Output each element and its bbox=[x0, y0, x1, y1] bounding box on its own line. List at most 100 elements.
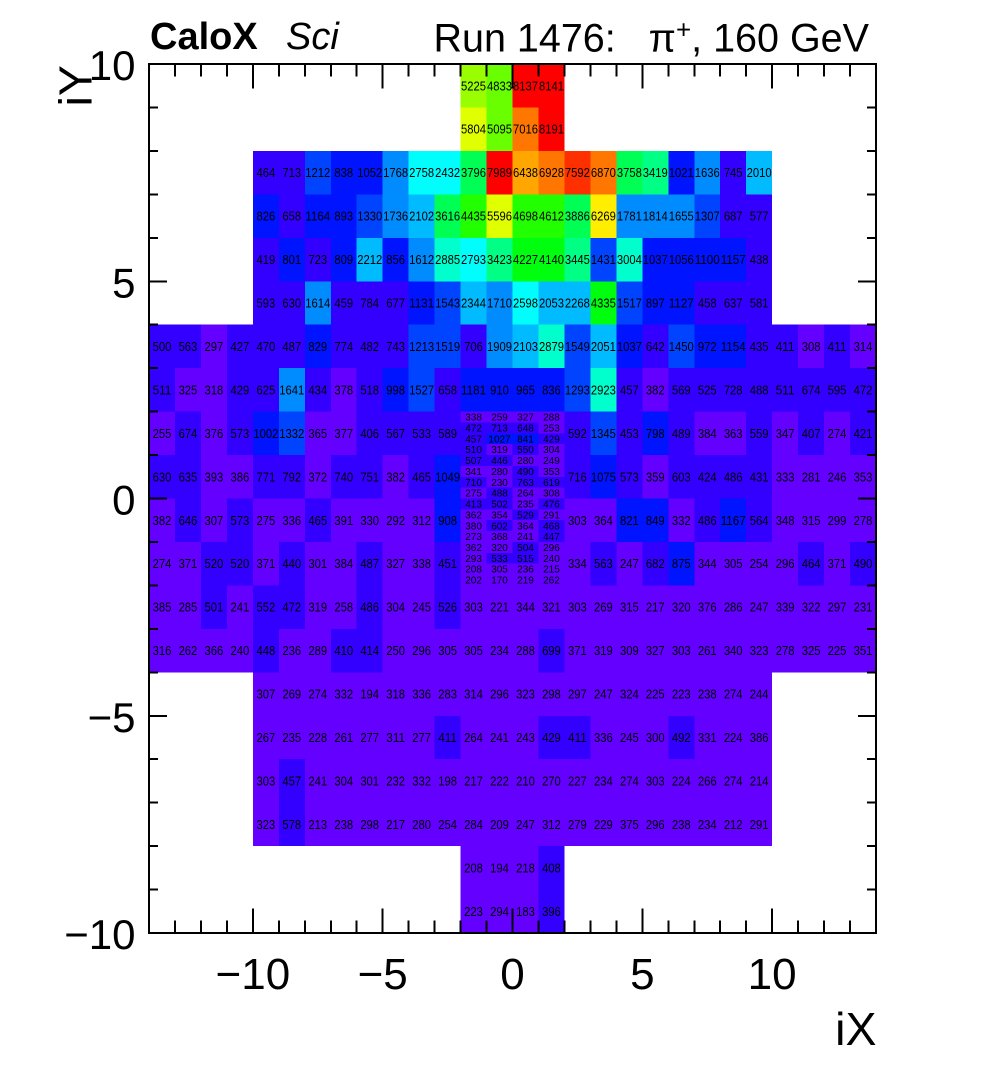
svg-text:6928: 6928 bbox=[539, 165, 564, 180]
svg-text:567: 567 bbox=[386, 426, 405, 441]
svg-text:327: 327 bbox=[646, 643, 665, 658]
svg-text:−10: −10 bbox=[64, 911, 135, 958]
svg-text:410: 410 bbox=[334, 643, 353, 658]
svg-text:298: 298 bbox=[542, 687, 561, 702]
svg-text:550: 550 bbox=[517, 445, 534, 456]
svg-text:774: 774 bbox=[334, 339, 353, 354]
svg-text:274: 274 bbox=[828, 426, 847, 441]
svg-text:658: 658 bbox=[438, 382, 457, 397]
svg-text:408: 408 bbox=[542, 860, 561, 875]
svg-text:323: 323 bbox=[256, 817, 275, 832]
svg-text:4612: 4612 bbox=[539, 209, 564, 224]
svg-text:334: 334 bbox=[568, 556, 587, 571]
svg-text:307: 307 bbox=[256, 687, 275, 702]
svg-text:1131: 1131 bbox=[409, 296, 434, 311]
svg-text:274: 274 bbox=[308, 687, 327, 702]
svg-text:291: 291 bbox=[543, 510, 560, 521]
svg-text:244: 244 bbox=[750, 687, 769, 702]
svg-text:2212: 2212 bbox=[357, 252, 382, 267]
svg-text:411: 411 bbox=[568, 730, 587, 745]
svg-text:434: 434 bbox=[308, 382, 327, 397]
svg-text:458: 458 bbox=[698, 296, 717, 311]
svg-text:229: 229 bbox=[594, 817, 613, 832]
svg-text:Sci: Sci bbox=[286, 16, 340, 58]
svg-text:319: 319 bbox=[594, 643, 613, 658]
svg-text:246: 246 bbox=[828, 469, 847, 484]
svg-text:713: 713 bbox=[282, 165, 301, 180]
svg-text:563: 563 bbox=[594, 556, 613, 571]
svg-text:274: 274 bbox=[724, 773, 743, 788]
svg-text:619: 619 bbox=[543, 478, 560, 489]
svg-text:1527: 1527 bbox=[409, 382, 434, 397]
svg-text:518: 518 bbox=[360, 382, 379, 397]
svg-text:301: 301 bbox=[308, 556, 327, 571]
svg-text:−5: −5 bbox=[88, 694, 136, 741]
svg-text:218: 218 bbox=[516, 860, 535, 875]
svg-text:630: 630 bbox=[153, 469, 172, 484]
svg-text:459: 459 bbox=[334, 296, 353, 311]
svg-text:856: 856 bbox=[386, 252, 405, 267]
svg-text:296: 296 bbox=[490, 687, 509, 702]
svg-text:630: 630 bbox=[282, 296, 301, 311]
svg-text:829: 829 bbox=[308, 339, 327, 354]
svg-text:490: 490 bbox=[854, 556, 873, 571]
svg-text:4833: 4833 bbox=[487, 78, 512, 93]
svg-text:723: 723 bbox=[308, 252, 327, 267]
svg-text:371: 371 bbox=[256, 556, 275, 571]
svg-text:4140: 4140 bbox=[539, 252, 564, 267]
svg-text:327: 327 bbox=[517, 413, 534, 424]
svg-text:482: 482 bbox=[360, 339, 379, 354]
svg-text:278: 278 bbox=[854, 513, 873, 528]
svg-text:327: 327 bbox=[386, 556, 405, 571]
svg-text:743: 743 bbox=[386, 339, 405, 354]
svg-text:5596: 5596 bbox=[487, 209, 512, 224]
svg-text:245: 245 bbox=[412, 600, 431, 615]
svg-text:1641: 1641 bbox=[279, 382, 304, 397]
svg-text:386: 386 bbox=[231, 469, 250, 484]
svg-text:340: 340 bbox=[724, 643, 743, 658]
svg-text:472: 472 bbox=[465, 424, 482, 435]
svg-text:488: 488 bbox=[750, 382, 769, 397]
svg-text:501: 501 bbox=[205, 600, 224, 615]
svg-text:386: 386 bbox=[750, 730, 769, 745]
svg-text:281: 281 bbox=[802, 469, 821, 484]
svg-text:222: 222 bbox=[490, 773, 509, 788]
svg-text:366: 366 bbox=[205, 643, 224, 658]
svg-text:286: 286 bbox=[724, 600, 743, 615]
svg-text:4698: 4698 bbox=[513, 209, 538, 224]
svg-text:230: 230 bbox=[491, 478, 508, 489]
svg-text:301: 301 bbox=[360, 773, 379, 788]
svg-text:406: 406 bbox=[360, 426, 379, 441]
svg-text:1636: 1636 bbox=[695, 165, 720, 180]
svg-text:2885: 2885 bbox=[435, 252, 460, 267]
svg-text:341: 341 bbox=[465, 467, 482, 478]
svg-text:893: 893 bbox=[334, 209, 353, 224]
svg-text:261: 261 bbox=[698, 643, 717, 658]
svg-text:274: 274 bbox=[620, 773, 639, 788]
svg-text:3758: 3758 bbox=[617, 165, 642, 180]
svg-text:451: 451 bbox=[438, 556, 457, 571]
svg-text:300: 300 bbox=[646, 730, 665, 745]
svg-text:296: 296 bbox=[776, 556, 795, 571]
svg-text:429: 429 bbox=[543, 434, 560, 445]
svg-text:1519: 1519 bbox=[435, 339, 460, 354]
svg-text:520: 520 bbox=[231, 556, 250, 571]
svg-text:213: 213 bbox=[308, 817, 327, 832]
svg-text:821: 821 bbox=[620, 513, 639, 528]
svg-text:280: 280 bbox=[491, 467, 508, 478]
svg-text:249: 249 bbox=[543, 456, 560, 467]
svg-text:447: 447 bbox=[543, 532, 560, 543]
svg-text:504: 504 bbox=[517, 543, 534, 554]
svg-text:304: 304 bbox=[543, 445, 560, 456]
svg-text:269: 269 bbox=[282, 687, 301, 702]
svg-text:3445: 3445 bbox=[565, 252, 590, 267]
svg-text:241: 241 bbox=[517, 532, 534, 543]
svg-text:431: 431 bbox=[750, 469, 769, 484]
svg-text:275: 275 bbox=[256, 513, 275, 528]
svg-text:457: 457 bbox=[282, 773, 301, 788]
svg-text:910: 910 bbox=[490, 382, 509, 397]
svg-text:1710: 1710 bbox=[487, 296, 512, 311]
svg-text:−10: −10 bbox=[216, 950, 291, 999]
svg-text:194: 194 bbox=[490, 860, 509, 875]
svg-text:407: 407 bbox=[802, 426, 821, 441]
